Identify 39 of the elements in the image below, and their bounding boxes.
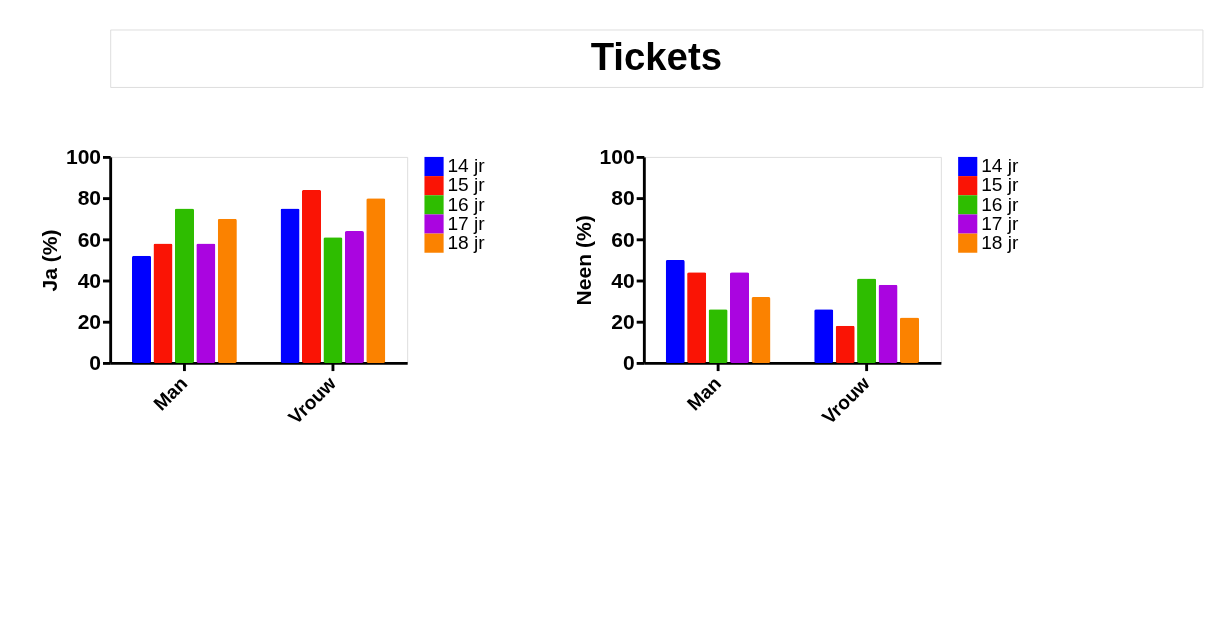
text: Tickets [590,34,722,78]
bar [814,309,834,363]
y-tick-label: 60 [611,227,635,251]
y-tick-label: 40 [611,268,635,292]
y-tick-label: 60 [77,227,102,251]
bar [665,259,685,363]
bar [153,243,173,363]
bar [131,255,152,363]
x-tick-label: Man [683,372,726,415]
y-tick-label: 0 [89,351,102,375]
bar [751,297,771,363]
bar [280,208,300,363]
y-tick-label: 40 [77,268,102,292]
legend-label: 14 jr [981,155,1020,177]
y-tick-label: 100 [599,145,635,169]
bar [687,272,707,363]
bar [708,309,728,363]
y-tick-label: 20 [77,309,102,333]
bar [899,317,920,363]
bar [323,237,343,363]
y-tick-label: 0 [623,351,635,375]
bar [878,284,898,363]
y-tick-label: 100 [65,145,102,169]
legend-label: 14 jr [447,155,486,177]
y-axis-title: Neen (%) [571,215,595,306]
bar [835,325,855,363]
bar [301,189,322,363]
bar [174,208,195,363]
bar [729,272,750,363]
bar [217,218,237,363]
x-tick-label: Man [149,372,192,415]
y-axis-title: Ja (%) [38,229,62,292]
y-tick-label: 20 [611,309,635,333]
y-tick-label: 80 [77,186,102,210]
y-tick-label: 80 [611,186,635,210]
bar [196,243,216,363]
bar [857,278,877,363]
bar [344,231,364,363]
bar [366,198,386,363]
